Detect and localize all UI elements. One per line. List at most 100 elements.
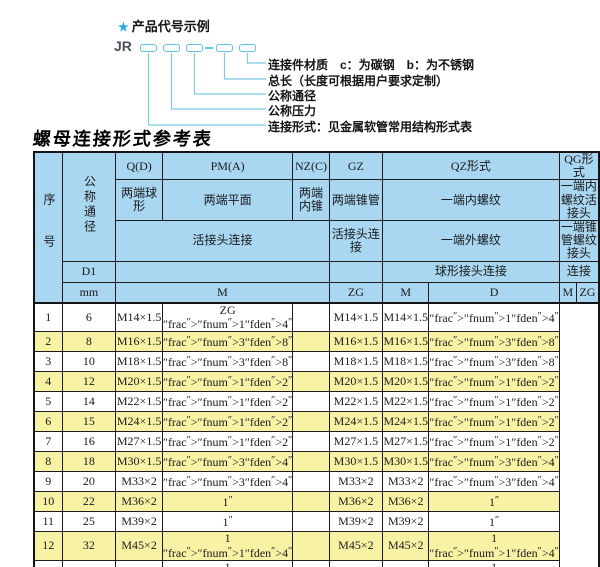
form-pma: 两端平面: [161, 179, 294, 221]
table-row: 10 22 M36×2 1″ M36×2 M36×2 1″: [33, 491, 599, 513]
unit-d-qz: D: [428, 281, 560, 304]
seq-column-header: 序号: [33, 151, 63, 304]
cell-gz-zg: ″frac″>″fnum″>3″fden″>8″: [161, 351, 294, 373]
cell-qg-m: M20×1.5: [382, 371, 430, 393]
label-nominal-diameter: 公称通径: [268, 89, 317, 103]
cell-qz-m: [292, 451, 330, 473]
cell-qg-m: M45×2: [382, 531, 430, 561]
cell-m: M30×1.5: [115, 451, 163, 473]
connection-gz: 活接头连接: [328, 219, 384, 262]
cell-qz-d: M30×1.5: [328, 451, 384, 473]
header-row-forms: 两端球形 两端平面 两端内锥 两端锥管 一端内螺纹 一端内螺纹活接头: [34, 179, 600, 221]
cell-qz-m: [292, 531, 330, 561]
cell-dn: 10: [61, 351, 117, 373]
cell-qg-m: M27×1.5: [382, 431, 430, 453]
cell-qz-d: M22×1.5: [328, 391, 384, 413]
cell-gz-zg: ″frac″>″fnum″>1″fden″>2″: [161, 431, 294, 453]
cell-qg-zg: 1 ″frac″>″fnum″>1″fden″>2″: [428, 559, 560, 567]
table-row: 1 6 M14×1.5 ZG ″frac″>″fnum″>1″fden″>4″ M14×…: [33, 302, 599, 333]
form-qg: 一端内螺纹活接头: [558, 179, 600, 221]
cell-qz-m: [292, 559, 330, 567]
form-nzc: 两端内锥: [292, 179, 330, 221]
cell-m: M14×1.5: [115, 302, 163, 333]
cell-m: M20×1.5: [115, 371, 163, 393]
nut-connection-reference-table: 序号 公称通径 Q(D) PM(A) NZ(C) GZ QZ形式 QG形式 两端…: [33, 151, 600, 567]
header-row-groups: 序号 公称通径 Q(D) PM(A) NZ(C) GZ QZ形式 QG形式: [33, 151, 600, 304]
cell-m: M16×1.5: [115, 331, 163, 353]
cell-qz-d: M24×1.5: [328, 411, 384, 433]
label-connection-form: 连接形式：见金属软管常用结构形式表: [268, 120, 473, 134]
cell-seq: 7: [33, 431, 63, 453]
cell-qg-zg: ″frac″>″fnum″>3″fden″>4″: [428, 451, 560, 473]
label-nominal-pressure: 公称压力: [268, 104, 317, 118]
unit-zg-qg: ZG: [575, 281, 600, 304]
cell-m: M33×2: [115, 471, 163, 493]
table-row: 4 12 M20×1.5 ″frac″>″fnum″>1″fden″>2″ M20×1.…: [33, 371, 599, 393]
cell-qg-m: M18×1.5: [382, 351, 430, 373]
code-box-1: [140, 44, 157, 52]
cell-gz-zg: ″frac″>″fnum″>1″fden″>2″: [161, 371, 294, 393]
cell-seq: 5: [33, 391, 63, 413]
cell-gz-zg: 1″: [161, 491, 294, 513]
cell-dn: 12: [61, 371, 117, 393]
table-row: 9 20 M33×2 ″frac″>″fnum″>3″fden″>4″ M33×2 M33…: [33, 471, 599, 493]
cell-seq: 11: [33, 511, 63, 533]
unit-m-qg: M: [558, 281, 577, 304]
connection-qz: 一端外螺纹: [382, 219, 560, 262]
cell-qz-d: M36×2: [328, 491, 384, 513]
cell-dn: 20: [61, 471, 117, 493]
code-prefix: JR: [114, 38, 132, 54]
cell-m: M36×2: [115, 491, 163, 513]
cell-qg-m: M52×2: [382, 559, 430, 567]
table-row: 5 14 M22×1.5 ″frac″>″fnum″>1″fden″>2″ M22×1.…: [33, 391, 599, 413]
cell-qg-zg: ″frac″>″fnum″>1″fden″>2″: [428, 431, 560, 453]
cell-dn: 15: [61, 411, 117, 433]
table-row: 3 10 M18×1.5 ″frac″>″fnum″>3″fden″>8″ M18×1.…: [33, 351, 599, 373]
cell-qz-m: [292, 331, 330, 353]
group-header-qd: Q(D): [115, 151, 163, 181]
cell-seq: 1: [33, 302, 63, 333]
cell-qg-zg: ″frac″>″fnum″>1″fden″>2″: [428, 391, 560, 413]
cell-qg-m: M36×2: [382, 491, 430, 513]
cell-qz-d: M20×1.5: [328, 371, 384, 393]
cell-qz-m: [292, 351, 330, 373]
unit-mm: mm: [61, 281, 117, 304]
table-row: 2 8 M16×1.5 ″frac″>″fnum″>3″fden″>8″ M16×1.5…: [33, 331, 599, 353]
cell-m: M24×1.5: [115, 411, 163, 433]
cell-qg-m: M30×1.5: [382, 451, 430, 473]
cell-dn: 14: [61, 391, 117, 413]
cell-dn: 16: [61, 431, 117, 453]
group-header-qz: QZ形式: [382, 151, 560, 181]
cell-m: M27×1.5: [115, 431, 163, 453]
cell-qg-m: M39×2: [382, 511, 430, 533]
cell-qz-m: [292, 391, 330, 413]
cell-qz-d: M52×2: [328, 559, 384, 567]
cell-gz-zg: ″frac″>″fnum″>1″fden″>2″: [161, 391, 294, 413]
form-qz: 一端内螺纹: [382, 179, 560, 221]
cell-m: M18×1.5: [115, 351, 163, 373]
cell-qz-d: M27×1.5: [328, 431, 384, 453]
cell-qg-zg: ″frac″>″fnum″>3″fden″>8″: [428, 331, 560, 353]
form-qd: 两端球形: [115, 179, 163, 221]
cell-qz-d: M45×2: [328, 531, 384, 561]
cell-qg-m: M14×1.5: [382, 302, 430, 333]
cell-seq: 9: [33, 471, 63, 493]
cell-gz-zg: ZG ″frac″>″fnum″>1″fden″>4″: [161, 302, 294, 333]
cell-seq: 10: [33, 491, 63, 513]
table-row: 1340M52×21 ″frac″>″fnum″>1″fden″>2″M52×2…: [33, 559, 599, 567]
empty-cell: [115, 260, 330, 283]
table-row: 8 18 M30×1.5 ″frac″>″fnum″>3″fden″>4″ M30×1.…: [33, 451, 599, 473]
cell-seq: 4: [33, 371, 63, 393]
cell-qz-m: [292, 471, 330, 493]
cell-dn: 22: [61, 491, 117, 513]
cell-gz-zg: ″frac″>″fnum″>3″fden″>8″: [161, 331, 294, 353]
cell-gz-zg: 1 ″frac″>″fnum″>1″fden″>2″: [161, 559, 294, 567]
group-header-nzc: NZ(C): [292, 151, 330, 181]
cell-m: M22×1.5: [115, 391, 163, 413]
cell-seq: 12: [33, 531, 63, 561]
label-total-length: 总长（长度可根据用户要求定制）: [268, 74, 449, 88]
star-icon: ★: [118, 20, 129, 34]
cell-qz-m: [292, 491, 330, 513]
label-material: 连接件材质 c：为碳钢 b：为不锈钢: [268, 58, 475, 72]
cell-m: M52×2: [115, 559, 163, 567]
